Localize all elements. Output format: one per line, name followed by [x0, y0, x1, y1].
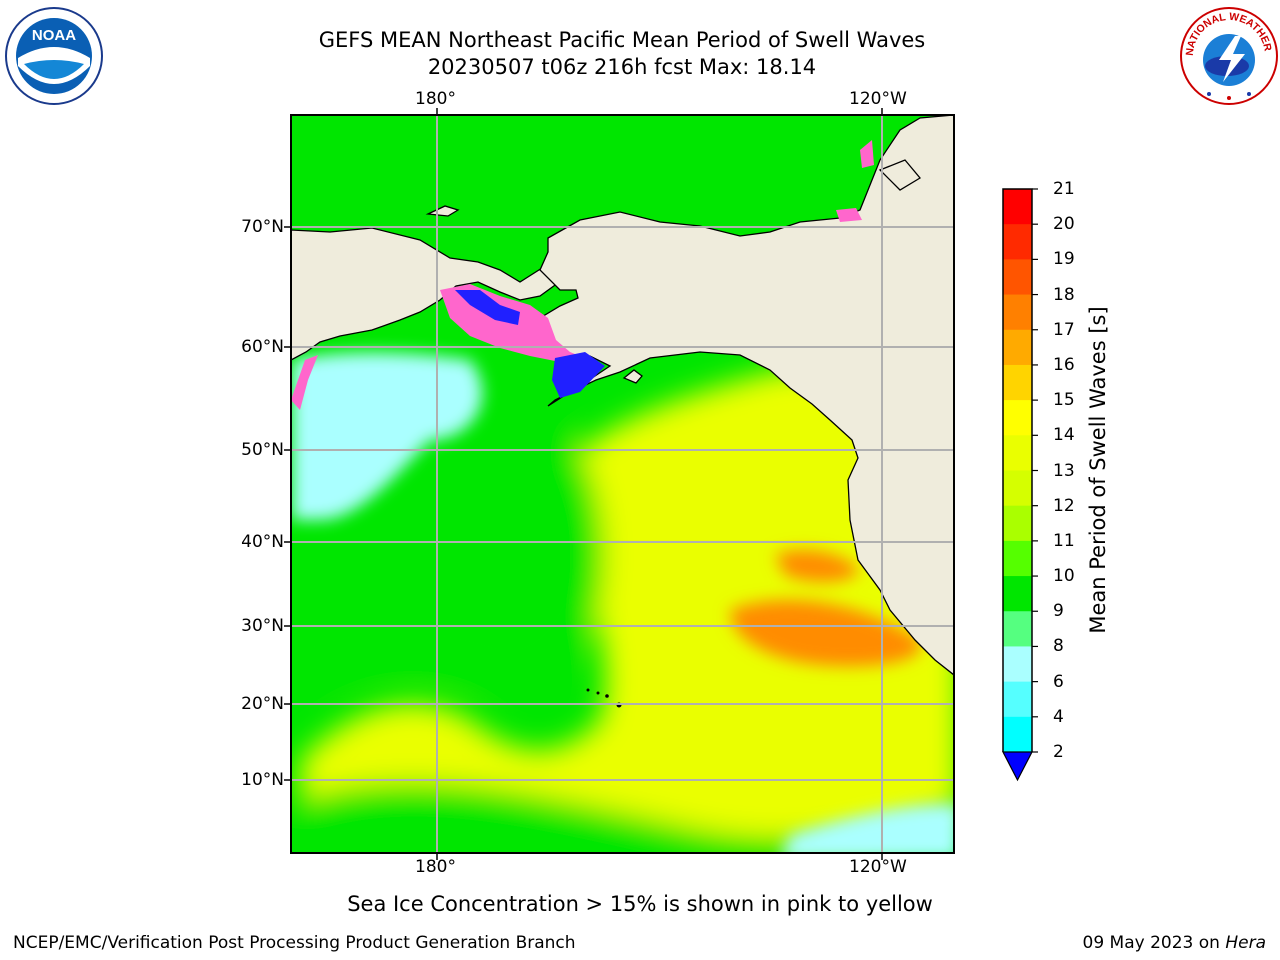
colorbar-tick-label: 6 [1053, 671, 1064, 692]
noaa-logo-text: NOAA [32, 27, 76, 44]
colorbar-tick-label: 2 [1053, 742, 1064, 762]
colorbar-tick-label: 8 [1053, 636, 1064, 657]
sea-ice-low-period [455, 290, 520, 325]
lat-label-50n: 50°N [241, 440, 284, 460]
colorbar-tick-label: 10 [1053, 566, 1075, 587]
land-canadian-island [878, 159, 921, 191]
land-siberia [291, 227, 576, 361]
sea-ice-note: Sea Ice Concentration > 15% is shown in … [347, 892, 933, 916]
swell-high-region [300, 360, 954, 853]
colorbar-cell [1003, 716, 1032, 753]
colorbar-tick-label: 17 [1053, 319, 1075, 340]
colorbar-tick-label: 9 [1053, 601, 1064, 622]
hawaii-island [596, 691, 600, 695]
sea-ice [291, 140, 874, 410]
colorbar-tick-label: 18 [1053, 284, 1075, 305]
lat-label-70n: 70°N [241, 217, 284, 237]
colorbar-cell [1003, 294, 1032, 331]
land-wrangel-island [425, 205, 460, 217]
sea-ice-low-period-2 [552, 352, 605, 398]
colorbar-cell [1003, 611, 1032, 647]
colorbar-cell [1003, 400, 1032, 436]
noaa-logo: NOAA [4, 6, 104, 110]
lat-label-40n: 40°N [241, 532, 284, 552]
footer-host: Hera [1225, 933, 1266, 953]
swell-low-region-south [782, 804, 954, 853]
colorbar-tick-label: 19 [1053, 249, 1075, 270]
colorbar-cell [1003, 435, 1032, 471]
map-subtitle: 20230507 t06z 216h fcst Max: 18.14 [427, 55, 817, 79]
footer-credit: NCEP/EMC/Verification Post Processing Pr… [13, 933, 576, 953]
colorbar-cell [1003, 189, 1032, 225]
map-frame [290, 114, 955, 854]
sea-ice-arctic-2 [860, 140, 874, 168]
lon-label-bottom-120w: 120°W [849, 857, 907, 877]
colorbar-extend-arrow [1002, 751, 1033, 782]
hawaii-island [586, 688, 590, 692]
gridlines [291, 115, 954, 853]
lat-label-30n: 30°N [241, 616, 284, 636]
colorbar [1002, 188, 1038, 782]
colorbar-cell [1003, 329, 1032, 366]
lon-label-top-180: 180° [415, 89, 456, 109]
swell-peak-region-2 [775, 550, 860, 582]
colorbar-tick-label: 4 [1053, 706, 1064, 727]
colorbar-cell [1003, 224, 1032, 260]
lat-label-10n: 10°N [241, 770, 284, 790]
colorbar-tick-label: 12 [1053, 495, 1075, 516]
colorbar-tick-label: 20 [1053, 214, 1075, 235]
swell-peak-region [730, 600, 922, 667]
colorbar-cell [1003, 505, 1032, 542]
map-field [291, 115, 954, 853]
footer-date: 09 May 2023 on Hera [1083, 932, 1267, 954]
lon-label-top-120w: 120°W [849, 89, 907, 109]
hawaii-island [605, 694, 609, 698]
colorbar-tick-label: 21 [1053, 179, 1075, 199]
lon-label-bottom-180: 180° [415, 857, 456, 877]
nws-logo: NATIONAL WEATHER SERVICE [1175, 0, 1279, 110]
sea-ice-west-edge [291, 355, 318, 410]
colorbar-cell [1003, 540, 1032, 577]
colorbar-title: Mean Period of Swell Waves [s] [1086, 306, 1110, 634]
swell-low-region [292, 352, 483, 520]
colorbar-cell [1003, 646, 1032, 683]
colorbar-cell [1003, 576, 1032, 612]
sea-ice-arctic [836, 208, 862, 222]
swell-mid-region-south [300, 783, 954, 853]
colorbar-tick-label: 14 [1053, 425, 1075, 446]
colorbar-cell [1003, 470, 1032, 507]
colorbar-cell [1003, 259, 1032, 296]
lat-label-60n: 60°N [241, 337, 284, 357]
footer-date-text: 09 May 2023 on [1082, 933, 1226, 953]
colorbar-tick-label: 15 [1053, 390, 1075, 411]
colorbar-cell [1003, 681, 1032, 718]
land-kodiak-island [622, 369, 643, 384]
colorbar-tick-label: 16 [1053, 354, 1075, 375]
lat-label-20n: 20°N [241, 694, 284, 714]
colorbar-tick-label: 11 [1053, 530, 1075, 551]
map-title: GEFS MEAN Northeast Pacific Mean Period … [318, 28, 926, 52]
axis-ticks [284, 108, 883, 860]
colorbar-tick-label: 13 [1053, 460, 1075, 481]
colorbar-cell [1003, 364, 1032, 401]
